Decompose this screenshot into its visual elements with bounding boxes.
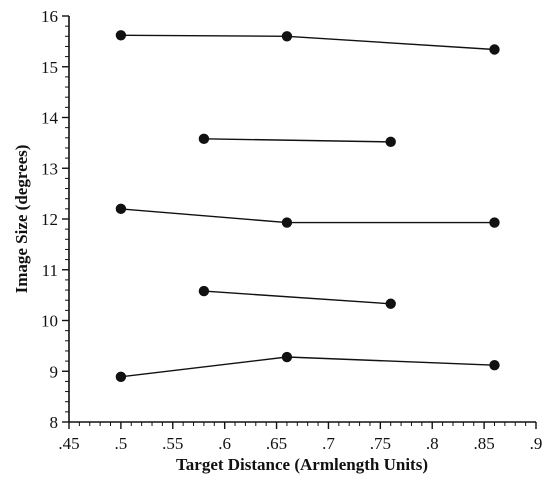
data-point [385, 136, 396, 148]
x-tick-label: .5 [115, 434, 128, 453]
y-axis-title: Image Size (degrees) [12, 145, 31, 294]
y-tick-label: 11 [42, 261, 58, 280]
data-point [115, 371, 127, 383]
x-tick-label: .55 [162, 434, 183, 453]
series-layer [115, 30, 500, 383]
y-tick-label: 10 [41, 312, 58, 331]
series-5 [115, 351, 500, 383]
series-2 [198, 133, 396, 148]
data-point [489, 217, 500, 228]
series-line [203, 290, 391, 305]
data-point [198, 133, 210, 145]
x-tick-label: .8 [426, 434, 439, 453]
y-tick-label: 16 [41, 7, 58, 26]
x-tick-label: .7 [322, 434, 335, 453]
series-line [120, 34, 495, 51]
data-point [489, 44, 500, 55]
y-tick-label: 14 [41, 109, 59, 128]
y-tick-label: 12 [41, 210, 58, 229]
data-point [281, 351, 293, 363]
data-point [385, 298, 396, 309]
y-tick-label: 15 [41, 58, 58, 77]
x-tick-label: .65 [266, 434, 287, 453]
series-3 [115, 203, 500, 228]
x-tick-label: .6 [218, 434, 231, 453]
data-point [115, 30, 127, 41]
y-tick-label: 8 [50, 413, 59, 432]
series-line [203, 138, 391, 143]
x-tick-label: .85 [473, 434, 494, 453]
x-tick-label: .45 [58, 434, 79, 453]
x-tick-label: .9 [530, 434, 543, 453]
data-point [198, 285, 210, 297]
data-point [281, 31, 293, 42]
data-point [489, 359, 500, 371]
data-point [281, 217, 293, 228]
y-tick-label: 9 [50, 362, 59, 381]
series-line [120, 356, 495, 378]
series-line [120, 208, 495, 224]
series-4 [198, 285, 396, 309]
y-tick-label: 13 [41, 159, 58, 178]
data-point [115, 203, 127, 215]
axes: 8 9 10 11 12 13 14 15 16 .45 .5 .55 .6 .65 .7 .75 .8 .85.… [41, 7, 542, 453]
x-axis-title: Target Distance (Armlength Units) [176, 455, 428, 474]
series-1 [115, 30, 500, 55]
x-tick-label: .75 [370, 434, 391, 453]
